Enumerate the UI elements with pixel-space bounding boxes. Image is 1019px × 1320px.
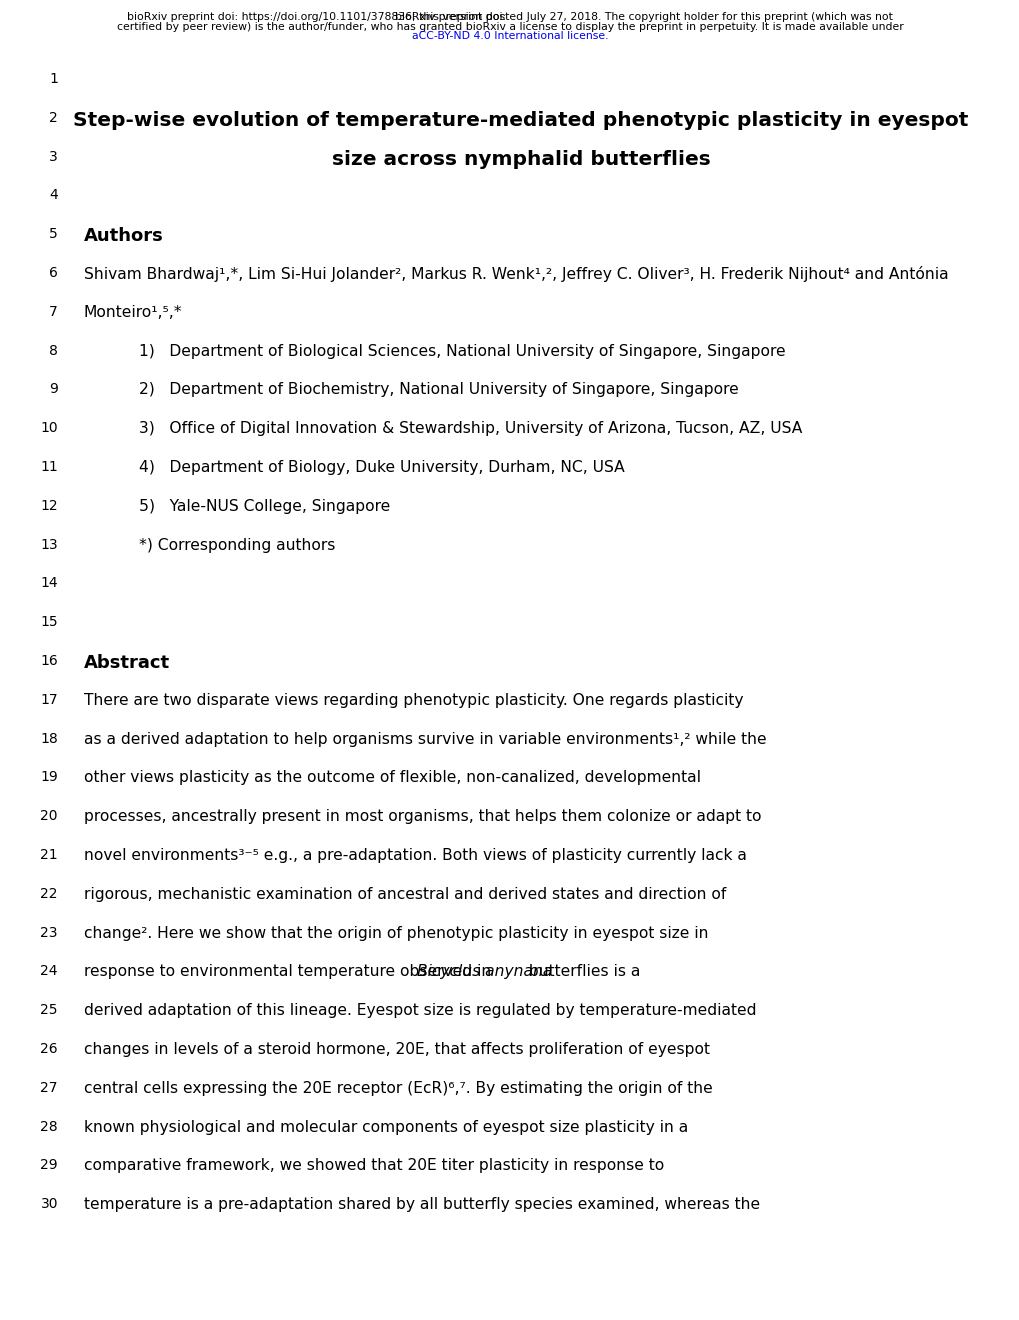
Text: novel environments³⁻⁵ e.g., a pre-adaptation. Both views of plasticity currently: novel environments³⁻⁵ e.g., a pre-adapta…: [84, 847, 746, 863]
Text: 19: 19: [40, 771, 58, 784]
Text: Monteiro¹,⁵,*: Monteiro¹,⁵,*: [84, 305, 182, 319]
Text: 13: 13: [41, 537, 58, 552]
Text: 17: 17: [41, 693, 58, 706]
Text: central cells expressing the 20E receptor (EcR)⁶,⁷. By estimating the origin of : central cells expressing the 20E recepto…: [84, 1081, 712, 1096]
Text: 30: 30: [41, 1197, 58, 1212]
Text: 3)   Office of Digital Innovation & Stewardship, University of Arizona, Tucson, : 3) Office of Digital Innovation & Stewar…: [139, 421, 802, 436]
Text: 3: 3: [49, 149, 58, 164]
Text: There are two disparate views regarding phenotypic plasticity. One regards plast: There are two disparate views regarding …: [84, 693, 743, 708]
Text: processes, ancestrally present in most organisms, that helps them colonize or ad: processes, ancestrally present in most o…: [84, 809, 761, 824]
Text: 6: 6: [49, 267, 58, 280]
Text: changes in levels of a steroid hormone, 20E, that affects proliferation of eyesp: changes in levels of a steroid hormone, …: [84, 1041, 709, 1057]
Text: 25: 25: [41, 1003, 58, 1018]
Text: Abstract: Abstract: [84, 653, 170, 672]
Text: 5)   Yale-NUS College, Singapore: 5) Yale-NUS College, Singapore: [139, 499, 390, 513]
Text: derived adaptation of this lineage. Eyespot size is regulated by temperature-med: derived adaptation of this lineage. Eyes…: [84, 1003, 756, 1018]
Text: 16: 16: [40, 653, 58, 668]
Text: 8: 8: [49, 343, 58, 358]
Text: 12: 12: [41, 499, 58, 512]
Text: 23: 23: [41, 925, 58, 940]
Text: Bicyclus anynana: Bicyclus anynana: [417, 965, 552, 979]
Text: 7: 7: [49, 305, 58, 319]
Text: 1)   Department of Biological Sciences, National University of Singapore, Singap: 1) Department of Biological Sciences, Na…: [139, 343, 785, 359]
Text: temperature is a pre-adaptation shared by all butterfly species examined, wherea: temperature is a pre-adaptation shared b…: [84, 1197, 759, 1212]
Text: comparative framework, we showed that 20E titer plasticity in response to: comparative framework, we showed that 20…: [84, 1159, 663, 1173]
Text: 27: 27: [41, 1081, 58, 1094]
Text: 21: 21: [41, 847, 58, 862]
Text: size across nymphalid butterflies: size across nymphalid butterflies: [331, 149, 709, 169]
Text: 28: 28: [41, 1119, 58, 1134]
Text: Shivam Bhardwaj¹,*, Lim Si-Hui Jolander², Markus R. Wenk¹,², Jeffrey C. Oliver³,: Shivam Bhardwaj¹,*, Lim Si-Hui Jolander²…: [84, 267, 948, 282]
Text: bioRxiv preprint doi: https://doi.org/10.1101/378836; this version posted July 2: bioRxiv preprint doi: https://doi.org/10…: [127, 12, 892, 22]
Text: 26: 26: [41, 1041, 58, 1056]
Text: change². Here we show that the origin of phenotypic plasticity in eyespot size i: change². Here we show that the origin of…: [84, 925, 708, 941]
Text: 14: 14: [41, 577, 58, 590]
Text: 2)   Department of Biochemistry, National University of Singapore, Singapore: 2) Department of Biochemistry, National …: [139, 383, 738, 397]
Text: 22: 22: [41, 887, 58, 900]
Text: 18: 18: [40, 731, 58, 746]
Text: rigorous, mechanistic examination of ancestral and derived states and direction : rigorous, mechanistic examination of anc…: [84, 887, 726, 902]
Text: 2: 2: [49, 111, 58, 125]
Text: bioRxiv preprint doi:: bioRxiv preprint doi:: [395, 12, 510, 22]
Text: 5: 5: [49, 227, 58, 242]
Text: other views plasticity as the outcome of flexible, non-canalized, developmental: other views plasticity as the outcome of…: [84, 771, 700, 785]
Text: 11: 11: [40, 459, 58, 474]
Text: *) Corresponding authors: *) Corresponding authors: [139, 537, 335, 553]
Text: 1: 1: [49, 73, 58, 86]
Text: 4)   Department of Biology, Duke University, Durham, NC, USA: 4) Department of Biology, Duke Universit…: [139, 459, 625, 475]
Text: as a derived adaptation to help organisms survive in variable environments¹,² wh: as a derived adaptation to help organism…: [84, 731, 766, 747]
Text: Step-wise evolution of temperature-mediated phenotypic plasticity in eyespot: Step-wise evolution of temperature-media…: [73, 111, 968, 129]
Text: 24: 24: [41, 965, 58, 978]
Text: 10: 10: [41, 421, 58, 436]
Text: aCC-BY-ND 4.0 International license.: aCC-BY-ND 4.0 International license.: [412, 30, 607, 41]
Text: 20: 20: [41, 809, 58, 824]
Text: butterflies is a: butterflies is a: [524, 965, 640, 979]
Text: 4: 4: [49, 189, 58, 202]
Text: 29: 29: [41, 1159, 58, 1172]
Text: 9: 9: [49, 383, 58, 396]
Text: known physiological and molecular components of eyespot size plasticity in a: known physiological and molecular compon…: [84, 1119, 688, 1135]
Text: response to environmental temperature observed in: response to environmental temperature ob…: [84, 965, 495, 979]
Text: certified by peer review) is the author/funder, who has granted bioRxiv a licens: certified by peer review) is the author/…: [116, 21, 903, 32]
Text: 15: 15: [41, 615, 58, 630]
Text: Authors: Authors: [84, 227, 164, 246]
